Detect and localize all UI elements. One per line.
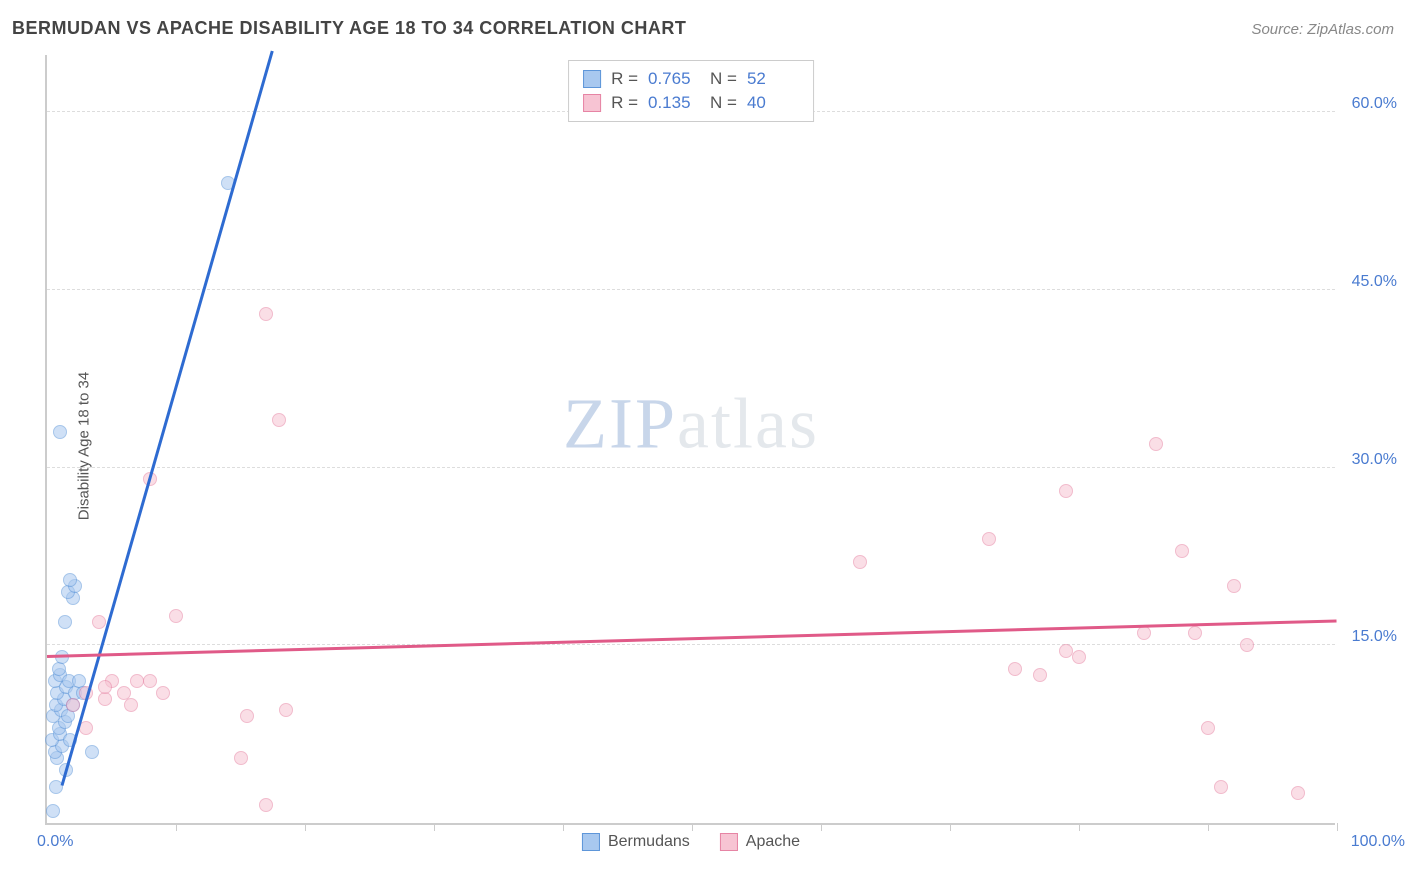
stats-row-bermudans: R = 0.765 N = 52 xyxy=(583,67,799,91)
data-point-apache xyxy=(1033,668,1047,682)
series-legend: Bermudans Apache xyxy=(582,833,800,851)
watermark-zip: ZIP xyxy=(563,383,677,463)
data-point-apache xyxy=(1059,644,1073,658)
swatch-bermudans xyxy=(582,833,600,851)
data-point-apache xyxy=(279,703,293,717)
data-point-apache xyxy=(1008,662,1022,676)
legend-label-apache: Apache xyxy=(746,833,800,851)
r-value-bermudans: 0.765 xyxy=(648,69,700,89)
data-point-apache xyxy=(1291,786,1305,800)
x-tick xyxy=(434,823,435,831)
data-point-apache xyxy=(272,413,286,427)
data-point-bermudans xyxy=(52,662,66,676)
y-tick-label: 30.0% xyxy=(1352,451,1397,469)
data-point-apache xyxy=(124,698,138,712)
x-tick xyxy=(821,823,822,831)
gridline-h xyxy=(47,289,1335,290)
x-tick xyxy=(1079,823,1080,831)
x-tick xyxy=(950,823,951,831)
data-point-apache xyxy=(1059,484,1073,498)
x-tick xyxy=(1337,823,1338,831)
data-point-apache xyxy=(1072,650,1086,664)
data-point-apache xyxy=(130,674,144,688)
y-tick-label: 60.0% xyxy=(1352,95,1397,113)
swatch-apache xyxy=(583,94,601,112)
data-point-apache xyxy=(1240,638,1254,652)
trendline-bermudans xyxy=(61,51,274,786)
data-point-apache xyxy=(234,751,248,765)
chart-title: BERMUDAN VS APACHE DISABILITY AGE 18 TO … xyxy=(12,18,686,39)
swatch-bermudans xyxy=(583,70,601,88)
y-tick-label: 15.0% xyxy=(1352,628,1397,646)
watermark: ZIPatlas xyxy=(563,382,819,465)
data-point-apache xyxy=(1227,579,1241,593)
data-point-bermudans xyxy=(53,425,67,439)
r-label: R = xyxy=(611,93,638,113)
x-tick xyxy=(563,823,564,831)
gridline-h xyxy=(47,644,1335,645)
data-point-apache xyxy=(1149,437,1163,451)
data-point-apache xyxy=(143,674,157,688)
data-point-apache xyxy=(169,609,183,623)
gridline-h xyxy=(47,467,1335,468)
legend-label-bermudans: Bermudans xyxy=(608,833,690,851)
legend-item-bermudans: Bermudans xyxy=(582,833,690,851)
legend-item-apache: Apache xyxy=(720,833,800,851)
data-point-apache xyxy=(982,532,996,546)
n-label: N = xyxy=(710,93,737,113)
source-attribution: Source: ZipAtlas.com xyxy=(1251,21,1394,38)
data-point-apache xyxy=(1201,721,1215,735)
data-point-apache xyxy=(156,686,170,700)
data-point-apache xyxy=(1175,544,1189,558)
data-point-bermudans xyxy=(85,745,99,759)
data-point-apache xyxy=(240,709,254,723)
data-point-apache xyxy=(259,307,273,321)
n-value-apache: 40 xyxy=(747,93,799,113)
data-point-apache xyxy=(98,680,112,694)
data-point-apache xyxy=(1214,780,1228,794)
stats-row-apache: R = 0.135 N = 40 xyxy=(583,91,799,115)
chart-header: BERMUDAN VS APACHE DISABILITY AGE 18 TO … xyxy=(12,18,1394,39)
data-point-apache xyxy=(66,698,80,712)
r-label: R = xyxy=(611,69,638,89)
data-point-apache xyxy=(259,798,273,812)
x-tick xyxy=(176,823,177,831)
data-point-bermudans xyxy=(63,573,77,587)
data-point-bermudans xyxy=(58,615,72,629)
y-tick-label: 45.0% xyxy=(1352,273,1397,291)
n-value-bermudans: 52 xyxy=(747,69,799,89)
data-point-apache xyxy=(853,555,867,569)
data-point-apache xyxy=(1188,626,1202,640)
n-label: N = xyxy=(710,69,737,89)
x-tick xyxy=(305,823,306,831)
x-axis-min-label: 0.0% xyxy=(37,833,73,851)
data-point-apache xyxy=(92,615,106,629)
x-tick xyxy=(692,823,693,831)
watermark-atlas: atlas xyxy=(677,383,819,463)
x-tick xyxy=(1208,823,1209,831)
data-point-bermudans xyxy=(46,804,60,818)
r-value-apache: 0.135 xyxy=(648,93,700,113)
x-axis-max-label: 100.0% xyxy=(1351,833,1405,851)
scatter-plot-area: ZIPatlas R = 0.765 N = 52 R = 0.135 N = … xyxy=(45,55,1335,825)
swatch-apache xyxy=(720,833,738,851)
correlation-stats-box: R = 0.765 N = 52 R = 0.135 N = 40 xyxy=(568,60,814,122)
data-point-apache xyxy=(1137,626,1151,640)
